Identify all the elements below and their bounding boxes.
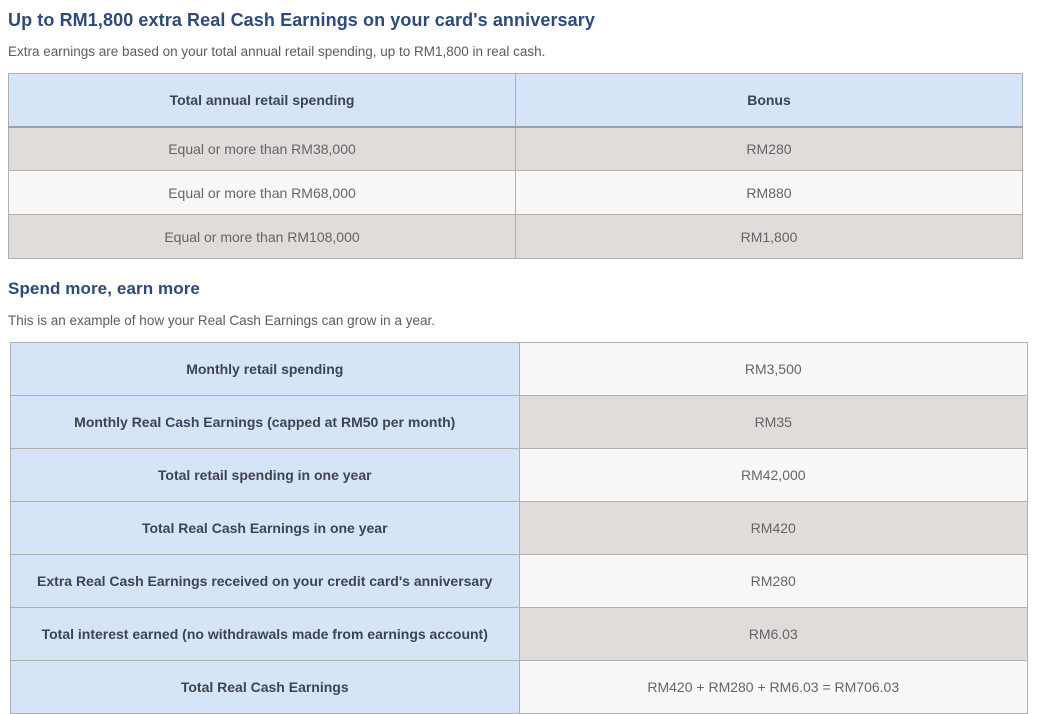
table-row: Equal or more than RM108,000 RM1,800: [8, 214, 1023, 259]
example-label-cell: Total Real Cash Earnings: [10, 660, 520, 714]
bonus-amount-cell: RM280: [515, 126, 1023, 171]
table-row: Equal or more than RM38,000 RM280: [8, 126, 1023, 171]
example-label-cell: Monthly retail spending: [10, 342, 520, 396]
example-value-cell: RM35: [518, 395, 1028, 449]
spending-tier-cell: Equal or more than RM108,000: [8, 214, 516, 259]
spending-tier-cell: Equal or more than RM38,000: [8, 126, 516, 171]
example-value-cell: RM6.03: [518, 607, 1028, 661]
column-header-bonus: Bonus: [515, 73, 1023, 128]
earnings-example-table: Monthly retail spending RM3,500 Monthly …: [10, 342, 1028, 714]
example-label-cell: Total retail spending in one year: [10, 448, 520, 502]
table-row: Total Real Cash Earnings RM420 + RM280 +…: [10, 660, 1028, 714]
table-row: Total interest earned (no withdrawals ma…: [10, 607, 1028, 661]
example-value-cell: RM420 + RM280 + RM6.03 = RM706.03: [518, 660, 1028, 714]
table-row: Monthly Real Cash Earnings (capped at RM…: [10, 395, 1028, 449]
example-value-cell: RM420: [518, 501, 1028, 555]
anniversary-section-subtitle: Extra earnings are based on your total a…: [8, 44, 546, 59]
example-value-cell: RM3,500: [518, 342, 1028, 396]
anniversary-section-title: Up to RM1,800 extra Real Cash Earnings o…: [8, 10, 595, 30]
table-row: Extra Real Cash Earnings received on you…: [10, 554, 1028, 608]
annual-spending-bonus-table: Total annual retail spending Bonus Equal…: [8, 73, 1023, 259]
example-value-cell: RM280: [518, 554, 1028, 608]
example-label-cell: Total interest earned (no withdrawals ma…: [10, 607, 520, 661]
column-header-total-annual-retail-spending: Total annual retail spending: [8, 73, 516, 128]
table-row: Total Real Cash Earnings in one year RM4…: [10, 501, 1028, 555]
example-value-cell: RM42,000: [518, 448, 1028, 502]
spending-tier-cell: Equal or more than RM68,000: [8, 170, 516, 215]
example-label-cell: Extra Real Cash Earnings received on you…: [10, 554, 520, 608]
spend-more-section-subtitle: This is an example of how your Real Cash…: [8, 313, 435, 328]
table-header-row: Total annual retail spending Bonus: [8, 73, 1023, 128]
example-label-cell: Total Real Cash Earnings in one year: [10, 501, 520, 555]
table-row: Monthly retail spending RM3,500: [10, 342, 1028, 396]
table-row: Total retail spending in one year RM42,0…: [10, 448, 1028, 502]
bonus-amount-cell: RM880: [515, 170, 1023, 215]
example-label-cell: Monthly Real Cash Earnings (capped at RM…: [10, 395, 520, 449]
bonus-amount-cell: RM1,800: [515, 214, 1023, 259]
spend-more-section-title: Spend more, earn more: [8, 279, 200, 298]
table-row: Equal or more than RM68,000 RM880: [8, 170, 1023, 215]
